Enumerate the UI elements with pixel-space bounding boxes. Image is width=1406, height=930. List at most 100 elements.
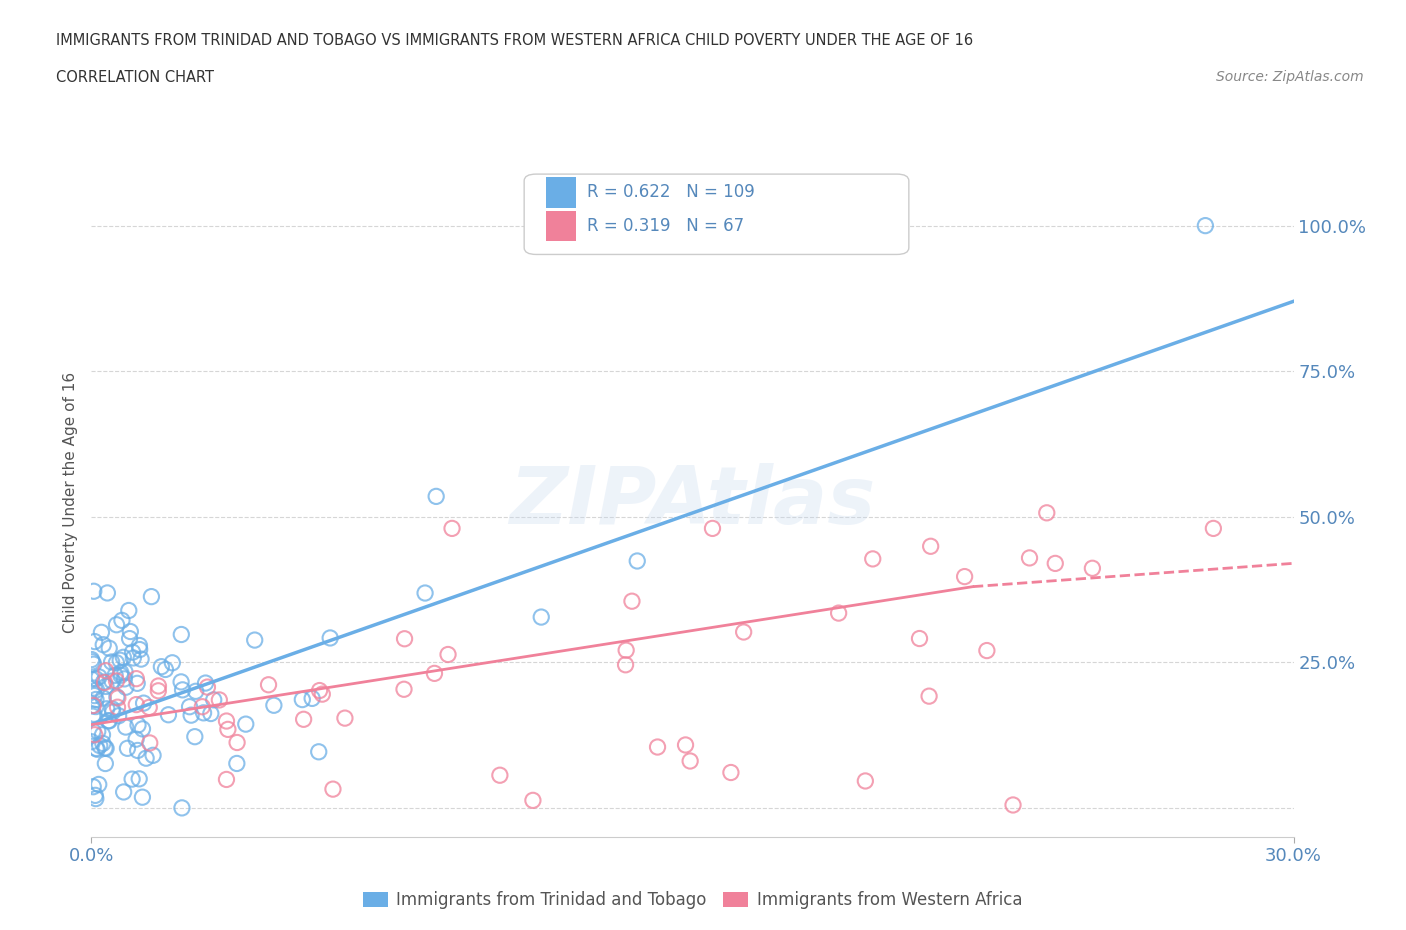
Point [620,593,643,608]
Point [675,737,697,752]
Point [118,603,141,618]
Point [125,698,148,712]
Point [292,711,315,726]
Point [127,718,149,733]
Point [1081,561,1104,576]
Point [202,693,225,708]
Point [122,650,145,665]
Point [679,753,702,768]
Point [104,668,127,683]
Point [83,688,105,703]
Point [257,677,280,692]
Point [86,742,108,757]
Point [80,735,103,750]
Point [1194,219,1216,233]
Point [91,736,114,751]
Point [127,676,149,691]
Point [333,711,356,725]
Point [105,618,128,632]
Point [180,708,202,723]
Point [132,696,155,711]
Point [111,613,134,628]
Point [170,674,193,689]
Point [155,662,177,677]
Point [489,768,512,783]
Point [112,650,135,665]
FancyBboxPatch shape [524,174,908,255]
Point [117,741,139,756]
Point [84,692,107,707]
Point [83,727,105,742]
Point [121,772,143,787]
Point [918,689,941,704]
Point [101,673,124,688]
Point [101,701,124,716]
Point [94,679,117,694]
Point [138,700,160,715]
Point [86,683,108,698]
Point [170,801,193,816]
Point [105,656,128,671]
Point [131,790,153,804]
Point [172,683,194,698]
Point [91,727,114,742]
Point [243,632,266,647]
Point [1001,798,1024,813]
Point [83,584,105,599]
Point [98,713,121,728]
Point [200,706,222,721]
Point [522,793,544,808]
Point [125,732,148,747]
Point [142,748,165,763]
Point [114,720,136,735]
Point [647,739,669,754]
Point [953,569,976,584]
Point [194,675,217,690]
Point [97,713,120,728]
Point [82,709,104,724]
Point [440,521,463,536]
Point [94,663,117,678]
Point [83,681,105,696]
Point [1045,556,1067,571]
Point [100,655,122,670]
Point [90,625,112,640]
Point [215,772,238,787]
Point [626,553,648,568]
Point [291,692,314,707]
Point [908,631,931,646]
Point [105,689,128,704]
Point [530,610,553,625]
Point [80,671,103,686]
Point [141,590,163,604]
Point [94,740,117,755]
Point [191,699,214,714]
Y-axis label: Child Poverty Under the Age of 16: Child Poverty Under the Age of 16 [63,372,79,632]
Point [225,756,247,771]
Point [197,680,219,695]
Point [82,698,104,713]
Point [87,670,110,684]
Point [96,586,118,601]
Legend: Immigrants from Trinidad and Tobago, Immigrants from Western Africa: Immigrants from Trinidad and Tobago, Imm… [356,884,1029,916]
Point [148,679,170,694]
Point [101,705,124,720]
Point [128,638,150,653]
Point [108,653,131,668]
Point [135,751,157,765]
Point [208,693,231,708]
Text: IMMIGRANTS FROM TRINIDAD AND TOBAGO VS IMMIGRANTS FROM WESTERN AFRICA CHILD POVE: IMMIGRANTS FROM TRINIDAD AND TOBAGO VS I… [56,33,973,47]
Point [179,699,201,714]
Point [82,724,104,738]
Point [110,668,132,683]
Point [114,671,136,686]
Point [82,698,104,713]
Point [235,717,257,732]
Point [125,671,148,686]
Point [170,627,193,642]
Point [107,699,129,714]
Point [614,643,637,658]
Point [720,765,742,780]
Point [311,686,333,701]
Point [107,709,129,724]
